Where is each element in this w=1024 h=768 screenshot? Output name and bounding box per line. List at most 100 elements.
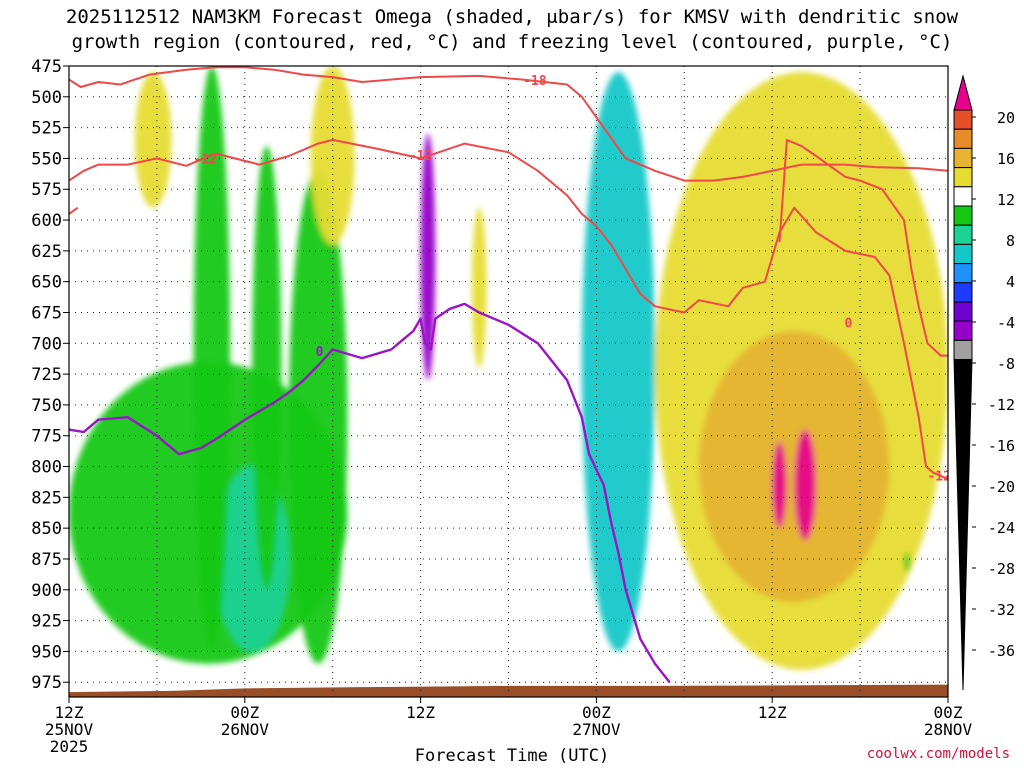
x-tick-label: 26NOV — [221, 720, 270, 739]
plot-frame — [68, 65, 949, 698]
omega-cell — [794, 429, 817, 541]
colorbar-label: 16 — [997, 150, 1015, 168]
colorbar-label: -8 — [997, 355, 1015, 373]
omega-cell — [698, 330, 890, 603]
y-tick-label: 625 — [31, 242, 62, 262]
y-tick-label: 750 — [31, 396, 62, 416]
colorbar-label: -24 — [988, 519, 1015, 537]
colorbar-swatch — [953, 224, 973, 245]
colorbar-label: 12 — [997, 191, 1015, 209]
y-tick-label: 900 — [31, 581, 62, 601]
colorbar-swatch — [953, 109, 973, 130]
x-tick-label: 27NOV — [572, 720, 621, 739]
x-tick-label: 00Z — [934, 703, 963, 722]
growth-region-contour — [69, 66, 948, 182]
colorbar-swatch — [953, 301, 973, 322]
contour-label: -12 — [409, 149, 432, 164]
contour-label-text: -12 — [194, 153, 217, 168]
colorbar-top-arrow — [953, 74, 973, 111]
y-tick-label: 875 — [31, 550, 62, 570]
x-tick-label: 00Z — [582, 703, 611, 722]
colorbar-label: -20 — [988, 478, 1015, 496]
colorbar-swatch — [953, 263, 973, 284]
colorbar-swatch — [953, 128, 973, 149]
y-tick-label: 475 — [31, 57, 62, 77]
chart-title-line-1: 2025112512 NAM3KM Forecast Omega (shaded… — [65, 6, 959, 28]
colorbar-label: -28 — [988, 560, 1015, 578]
omega-cell — [581, 72, 655, 652]
colorbar: 20 16 12 8 4 -4 -8 -12 -16 -20 -24 -28 -32 -36 — [953, 74, 1015, 691]
y-tick-label: 675 — [31, 303, 62, 323]
colorbar-swatch — [953, 147, 973, 169]
colorbar-label: -4 — [997, 314, 1015, 332]
omega-cell — [134, 72, 172, 208]
y-tick-label: 525 — [31, 119, 62, 139]
growth-region-contour — [69, 138, 948, 480]
contour-label-text: 0 — [316, 345, 324, 360]
x-tick-label: 12Z — [758, 703, 787, 722]
chart-title-line-2: growth region (contoured, red, °C) and f… — [71, 31, 953, 53]
omega-cell — [772, 441, 787, 529]
omega-cell — [193, 66, 231, 652]
omega-shading — [69, 66, 948, 670]
y-tick-label: 725 — [31, 365, 62, 385]
y-tick-label: 925 — [31, 612, 62, 632]
y-tick-label: 850 — [31, 519, 62, 539]
omega-cell — [471, 207, 487, 368]
x-axis-label: Forecast Time (UTC) — [414, 746, 610, 766]
colorbar-swatch — [953, 243, 973, 265]
colorbar-label: -36 — [988, 642, 1015, 660]
y-tick-label: 950 — [31, 642, 62, 662]
colorbar-label: -12 — [988, 396, 1015, 414]
y-tick-label: 500 — [31, 88, 62, 108]
x-tick-label: 00Z — [230, 703, 259, 722]
colorbar-swatch — [953, 339, 973, 361]
contour-label-text: -12 — [927, 469, 950, 484]
site-credit: coolwx.com/models — [866, 746, 1010, 762]
contour-label-text: -12 — [409, 149, 432, 164]
contour-label: 0 — [316, 345, 324, 360]
y-tick-label: 650 — [31, 273, 62, 293]
x-tick-label: 25NOV — [45, 720, 94, 739]
y-tick-label: 600 — [31, 211, 62, 231]
omega-shading-blur — [69, 66, 948, 670]
contour-label: -12 — [927, 469, 950, 484]
x-tick-label: 2025 — [50, 737, 89, 756]
contours: -18 -12 -12 -12 0 0 — [69, 66, 950, 683]
omega-cell — [252, 146, 282, 590]
omega-cell — [420, 133, 436, 381]
colorbar-swatch — [953, 282, 973, 303]
contour-label-text: 0 — [844, 317, 852, 332]
x-tick-label: 12Z — [406, 703, 435, 722]
grid-lines — [69, 66, 948, 697]
x-tick-label: 12Z — [55, 703, 84, 722]
colorbar-swatch — [953, 167, 973, 188]
freezing-level-contour — [69, 302, 671, 683]
contour-label-text: -18 — [523, 74, 547, 89]
colorbar-label: -16 — [988, 437, 1015, 455]
colorbar-swatch — [953, 320, 973, 341]
omega-cell — [904, 552, 910, 572]
growth-region-contour — [69, 206, 79, 215]
y-tick-label: 550 — [31, 149, 62, 169]
x-tick-label: 28NOV — [924, 720, 973, 739]
y-axis-ticks: 475 500 525 550 575 600 625 650 675 700 725 750 775 8… — [31, 57, 69, 693]
colorbar-swatch — [953, 205, 973, 226]
y-tick-label: 575 — [31, 180, 62, 200]
colorbar-label: 8 — [1006, 232, 1015, 250]
colorbar-label: 4 — [1006, 273, 1015, 291]
y-tick-label: 700 — [31, 334, 62, 354]
y-tick-label: 825 — [31, 488, 62, 508]
y-tick-label: 975 — [31, 673, 62, 693]
y-tick-label: 800 — [31, 458, 62, 478]
colorbar-label: -32 — [988, 601, 1015, 619]
contour-label: -12 — [194, 153, 217, 168]
colorbar-bottom-arrow — [953, 359, 973, 691]
contour-label: -18 — [523, 74, 547, 89]
colorbar-swatch — [953, 186, 973, 207]
y-tick-label: 775 — [31, 427, 62, 447]
contour-label: 0 — [844, 317, 852, 332]
colorbar-label: 20 — [997, 109, 1015, 127]
